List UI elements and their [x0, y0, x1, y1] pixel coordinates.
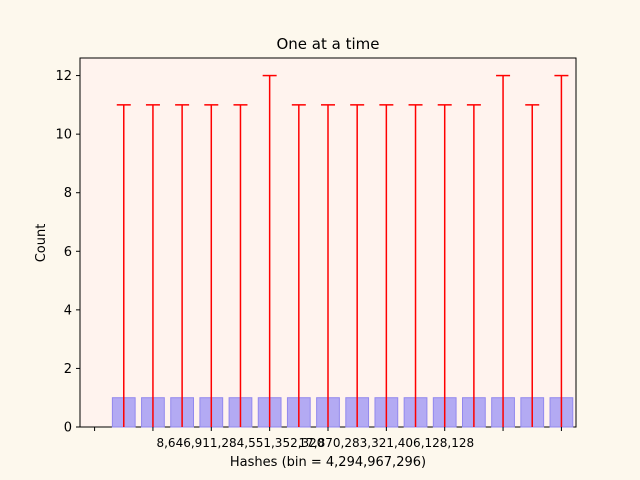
y-tick-label: 0	[64, 421, 72, 436]
x-axis-label: Hashes (bin = 4,294,967,296)	[230, 455, 426, 470]
chart-title: One at a time	[276, 35, 379, 53]
y-tick-label: 8	[64, 186, 72, 201]
y-tick-label: 6	[64, 245, 72, 260]
error-bars-group	[116, 74, 569, 427]
x-axis: 8,646,911,284,551,352,32017,870,283,321,…	[94, 427, 562, 450]
y-tick-label: 12	[55, 69, 72, 84]
y-axis-label: Count	[34, 224, 49, 263]
y-tick-label: 4	[64, 303, 72, 318]
x-tick-label: 17,870,283,321,406,128,128	[299, 436, 475, 450]
y-tick-label: 2	[64, 362, 72, 377]
y-axis: 0 2 4 6 8 10 12	[55, 69, 80, 436]
x-tick-label: 8,646,911,284,551,352,320	[156, 436, 324, 450]
y-tick-label: 10	[55, 128, 72, 143]
